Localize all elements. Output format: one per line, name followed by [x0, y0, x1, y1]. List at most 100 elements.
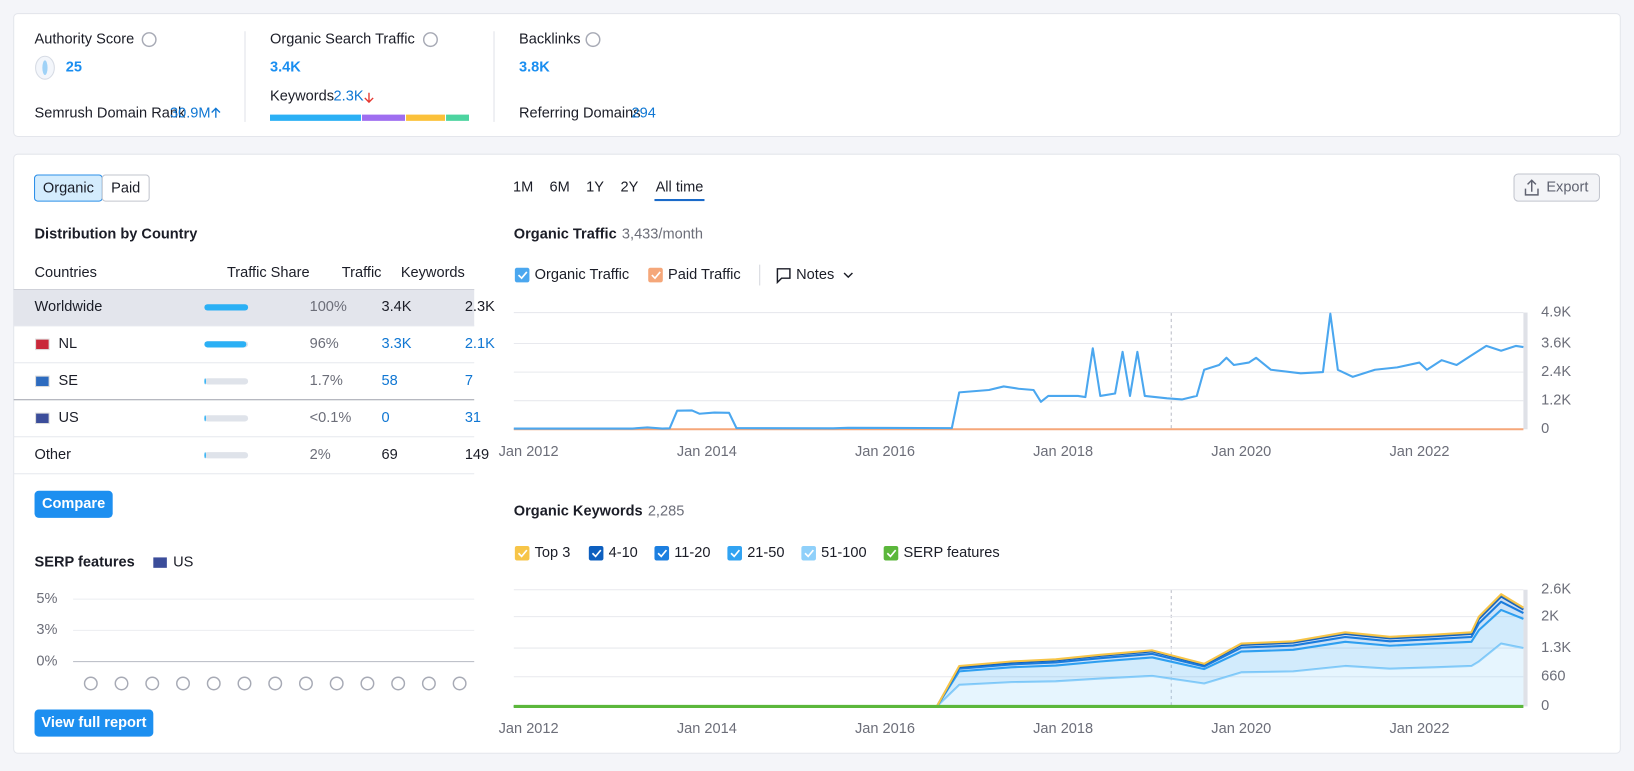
- legend-checkbox[interactable]: [588, 545, 604, 561]
- legend-checkbox-check: [657, 549, 668, 558]
- notes-label[interactable]: Notes: [796, 267, 834, 283]
- metric-label: Authority Score: [35, 31, 135, 47]
- legend-checkbox[interactable]: [801, 545, 816, 561]
- serp-icon: [298, 676, 313, 691]
- y-tick-label: 1.3K: [1541, 640, 1571, 656]
- y-tick-label: 0%: [36, 653, 57, 669]
- summary-card: [13, 13, 1621, 138]
- legend-checkbox[interactable]: [727, 545, 742, 561]
- country-name: Worldwide: [35, 299, 103, 315]
- full-report-label[interactable]: View full report: [41, 715, 146, 731]
- notes-icon: [776, 268, 791, 285]
- legend-checkbox[interactable]: [883, 545, 899, 561]
- down-arrow: [364, 92, 374, 104]
- area-line: [513, 608, 1524, 708]
- series-line: [513, 312, 1524, 430]
- traffic-value[interactable]: 58: [381, 373, 397, 389]
- section-title: Distribution by Country: [35, 226, 199, 242]
- legend-label[interactable]: Organic Traffic: [535, 267, 630, 283]
- column-header: Countries: [35, 265, 97, 281]
- keywords-value[interactable]: 7: [465, 373, 473, 389]
- period-tab[interactable]: 2Y: [621, 179, 639, 195]
- flag: [35, 412, 50, 425]
- share-track: [204, 452, 249, 459]
- period-tab[interactable]: 1M: [513, 179, 533, 195]
- share-bar: [204, 378, 206, 385]
- range-edge: [1523, 589, 1528, 707]
- tab-label[interactable]: Organic: [43, 180, 94, 196]
- x-tick-label: Jan 2018: [1033, 721, 1093, 737]
- x-tick-label: Jan 2014: [677, 444, 737, 460]
- share-label: 96%: [310, 336, 339, 352]
- metric-sub-value[interactable]: 30.9M: [170, 105, 211, 121]
- legend-label[interactable]: SERP features: [903, 545, 999, 561]
- area-line: [513, 593, 1524, 708]
- serp-icon: [391, 676, 406, 691]
- y-tick-label: 5%: [36, 591, 57, 607]
- keywords-value[interactable]: 2.1K: [465, 336, 495, 352]
- metric-sub-label: Keywords: [270, 89, 334, 105]
- tab-label[interactable]: Paid: [111, 180, 140, 196]
- area-fill: [513, 609, 1524, 707]
- legend-label[interactable]: 21-50: [747, 545, 784, 561]
- y-tick-label: 3%: [36, 622, 57, 638]
- full-report-button[interactable]: [34, 709, 154, 737]
- section-title: SERP features: [35, 554, 135, 570]
- period-tab[interactable]: 6M: [550, 179, 570, 195]
- column-header: Traffic: [342, 265, 382, 281]
- legend-label[interactable]: Paid Traffic: [668, 267, 741, 283]
- period-tab[interactable]: All time: [656, 179, 704, 195]
- metric-sub-value[interactable]: 2.3K: [334, 89, 364, 105]
- legend-checkbox[interactable]: [648, 267, 663, 283]
- legend-checkbox[interactable]: [654, 545, 670, 561]
- legend-checkbox-check: [517, 271, 528, 280]
- legend-checkbox[interactable]: [514, 545, 530, 561]
- share-label: 1.7%: [310, 373, 343, 389]
- metric-value: 3.8K: [519, 60, 550, 76]
- traffic-value: 69: [381, 447, 397, 463]
- y-tick-label: 1.2K: [1541, 393, 1571, 409]
- y-tick-label: 3.6K: [1541, 335, 1571, 351]
- authority-icon: [42, 60, 48, 76]
- traffic-value[interactable]: 0: [381, 410, 389, 426]
- x-tick-label: Jan 2016: [855, 444, 915, 460]
- chart-subtitle: 3,433/month: [622, 226, 703, 242]
- metric-value: 3.4K: [270, 60, 301, 76]
- tab[interactable]: [101, 174, 150, 202]
- serp-icon: [329, 676, 344, 691]
- legend-label[interactable]: 51-100: [821, 545, 866, 561]
- export-label[interactable]: Export: [1546, 179, 1588, 195]
- compare-label[interactable]: Compare: [42, 496, 105, 512]
- share-label: <0.1%: [310, 410, 352, 426]
- serp-icon: [145, 676, 160, 691]
- serp-icon: [237, 676, 252, 691]
- share-track: [204, 378, 249, 385]
- x-tick-label: Jan 2020: [1211, 444, 1271, 460]
- traffic-value[interactable]: 3.3K: [381, 336, 411, 352]
- serp-icon: [83, 676, 98, 691]
- serp-icon: [206, 676, 221, 691]
- metric-label: Backlinks: [519, 31, 581, 47]
- area-line: [513, 600, 1524, 708]
- serp-icon: [176, 676, 190, 691]
- share-track: [204, 415, 249, 422]
- metric-sub-label: Referring Domains: [519, 105, 641, 121]
- serp-country: US: [173, 554, 194, 570]
- keywords-value[interactable]: 31: [465, 410, 481, 426]
- legend-checkbox[interactable]: [514, 267, 530, 283]
- share-label: 100%: [310, 299, 347, 315]
- legend-label[interactable]: Top 3: [535, 545, 571, 561]
- flag: [35, 375, 50, 388]
- compare-button[interactable]: [34, 490, 113, 518]
- legend-label[interactable]: 4-10: [609, 545, 638, 561]
- country-name: Other: [35, 447, 72, 463]
- y-tick-label: 2K: [1541, 608, 1559, 624]
- period-tab[interactable]: 1Y: [586, 179, 604, 195]
- x-tick-label: Jan 2014: [677, 721, 737, 737]
- x-tick-label: Jan 2016: [855, 721, 915, 737]
- legend-label[interactable]: 11-20: [674, 545, 710, 561]
- metric-sub-value[interactable]: 294: [632, 105, 656, 121]
- y-tick-label: 2.6K: [1541, 582, 1571, 598]
- x-tick-label: Jan 2018: [1033, 444, 1093, 460]
